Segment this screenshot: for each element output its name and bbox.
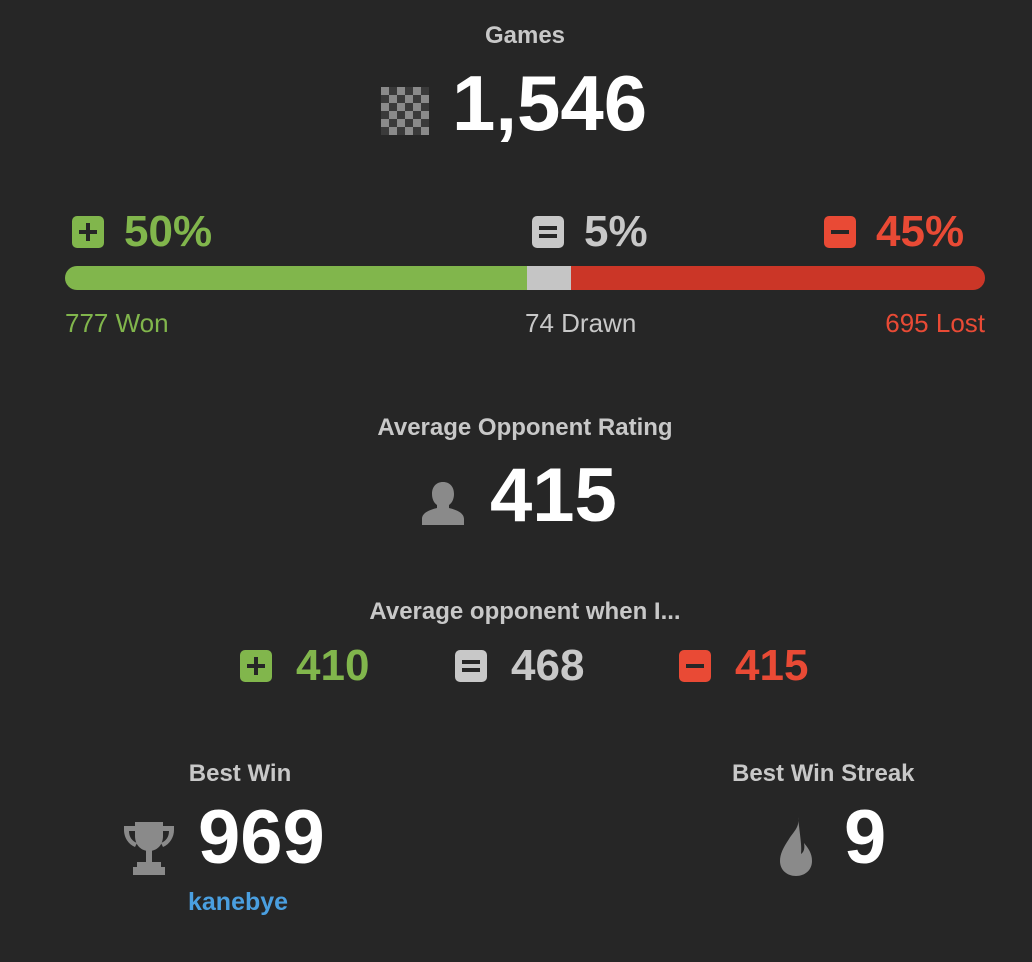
plus-square-icon bbox=[72, 216, 104, 248]
won-count: 777 Won bbox=[65, 308, 169, 338]
avg-when-draw-value: 468 bbox=[511, 641, 585, 690]
results-bar-draw bbox=[527, 266, 572, 290]
draw-percentage: 5% bbox=[532, 210, 648, 254]
results-bar-win bbox=[65, 266, 528, 290]
loss-pct-text: 45% bbox=[876, 207, 965, 256]
avg-when-loss: 415 bbox=[679, 644, 808, 688]
avg-opponent-rating-value: 415 bbox=[490, 453, 617, 538]
plus-square-icon bbox=[240, 650, 272, 682]
equals-square-icon bbox=[455, 650, 487, 682]
avg-opponent-rating-label: Average Opponent Rating bbox=[377, 414, 673, 441]
loss-percentage: 45% bbox=[824, 210, 964, 254]
avg-when-loss-value: 415 bbox=[735, 641, 809, 690]
lost-count: 695 Lost bbox=[885, 308, 985, 338]
minus-square-icon bbox=[679, 650, 711, 682]
avg-opponent-when-label: Average opponent when I... bbox=[369, 598, 681, 625]
avg-when-win: 410 bbox=[240, 644, 369, 688]
results-bar bbox=[65, 266, 985, 290]
equals-square-icon bbox=[532, 216, 564, 248]
best-win-opponent-link[interactable]: kanebye bbox=[188, 888, 289, 916]
results-bar-loss bbox=[571, 266, 985, 290]
flame-icon bbox=[780, 817, 812, 876]
avg-when-win-value: 410 bbox=[296, 641, 370, 690]
checkered-board-icon bbox=[381, 87, 429, 135]
draw-pct-text: 5% bbox=[584, 207, 648, 256]
best-win-rating: 969 bbox=[198, 795, 325, 880]
minus-square-icon bbox=[824, 216, 856, 248]
games-count: 1,546 bbox=[452, 59, 648, 147]
win-pct-text: 50% bbox=[124, 207, 213, 256]
best-win-streak-label: Best Win Streak bbox=[732, 760, 915, 787]
person-icon bbox=[422, 482, 464, 525]
best-win-label: Best Win bbox=[188, 760, 292, 787]
win-percentage: 50% bbox=[72, 210, 212, 254]
drawn-count: 74 Drawn bbox=[525, 308, 637, 338]
avg-when-draw: 468 bbox=[455, 644, 584, 688]
best-win-streak-value: 9 bbox=[844, 795, 887, 880]
trophy-icon bbox=[124, 822, 174, 875]
games-label: Games bbox=[484, 22, 566, 49]
